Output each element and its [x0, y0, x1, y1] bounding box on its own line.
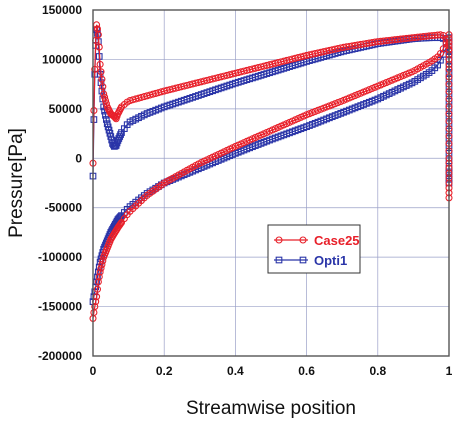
series-layer [89, 21, 453, 322]
data-point-case25 [96, 268, 104, 276]
data-point-opti1 [117, 131, 124, 138]
data-point-case25 [90, 106, 98, 115]
data-point-opti1 [116, 133, 124, 140]
data-point-opti1 [107, 133, 115, 140]
data-point-case25 [91, 303, 99, 311]
y-tick-label: -100000 [38, 250, 82, 264]
x-tick-label: 0.8 [369, 364, 386, 378]
plot-area-frame [92, 9, 450, 357]
data-point-case25 [99, 83, 107, 91]
x-tick-label: 1 [446, 364, 453, 378]
series-line-case25-lower [92, 41, 450, 319]
data-point-case25 [95, 43, 103, 51]
data-point-case25 [96, 60, 104, 68]
x-tick-label: 0.2 [156, 364, 173, 378]
data-point-case25 [93, 285, 101, 293]
y-axis-ticks: 150000 100000 50000 0 -50000 -100000 -150000 -2… [38, 3, 82, 363]
x-tick-label: 0.6 [298, 364, 315, 378]
data-point-opti1 [97, 79, 105, 87]
data-point-case25 [100, 90, 108, 98]
legend: Case25 Opti1 [267, 224, 361, 274]
x-tick-label: 0 [90, 364, 97, 378]
legend-marker-opti1 [299, 256, 307, 264]
legend-label-case25: Case25 [314, 233, 360, 248]
x-axis-title: Streamwise position [186, 398, 356, 419]
data-point-case25 [117, 220, 125, 228]
data-point-case25 [98, 261, 106, 269]
data-point-case25 [91, 65, 99, 73]
y-tick-label: -200000 [38, 349, 82, 363]
y-tick-label: -150000 [38, 300, 82, 314]
x-axis-ticks: 0 0.2 0.4 0.6 0.8 1 [90, 364, 453, 378]
series-case25 [89, 21, 453, 322]
data-point-case25 [436, 31, 445, 39]
y-tick-label: 100000 [42, 52, 82, 66]
data-point-case25 [97, 264, 105, 272]
data-point-case25 [98, 75, 106, 83]
y-axis-title: Pressure[Pa] [6, 128, 27, 238]
y-tick-label: -50000 [45, 201, 83, 215]
data-point-case25 [101, 96, 110, 105]
data-point-case25 [94, 278, 102, 286]
legend-label-opti1: Opti1 [314, 253, 347, 268]
y-tick-label: 0 [75, 151, 82, 165]
data-point-opti1 [103, 116, 110, 123]
legend-marker-opti1 [275, 256, 283, 264]
legend-marker-case25 [275, 236, 283, 244]
series-line-opti1-upper [92, 29, 450, 177]
data-point-case25 [97, 68, 105, 76]
x-tick-label: 0.4 [227, 364, 244, 378]
legend-marker-case25 [299, 236, 307, 244]
data-point-case25 [95, 273, 103, 281]
legend-box [267, 224, 361, 274]
y-tick-label: 50000 [49, 102, 83, 116]
data-point-case25 [94, 31, 102, 39]
y-tick-label: 150000 [42, 3, 82, 17]
data-point-case25 [101, 93, 109, 101]
